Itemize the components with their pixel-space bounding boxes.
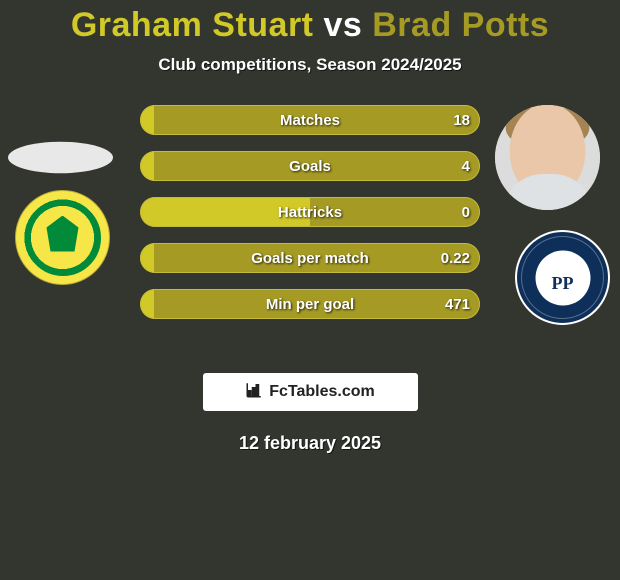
comparison-body: Matches18 Goals4 Hattricks0 Goals per match… bbox=[0, 105, 620, 355]
player2-photo bbox=[495, 105, 600, 210]
branding-text: FcTables.com bbox=[269, 383, 375, 401]
stat-bar-left bbox=[140, 105, 154, 135]
stat-value-right: 18 bbox=[453, 105, 470, 135]
stat-bar-left bbox=[140, 289, 154, 319]
stat-bar-left bbox=[140, 197, 310, 227]
stat-row: Hattricks0 bbox=[140, 197, 480, 227]
title-player1: Graham Stuart bbox=[71, 6, 314, 44]
stat-row: Matches18 bbox=[140, 105, 480, 135]
date: 12 february 2025 bbox=[0, 433, 620, 454]
stat-bar-left bbox=[140, 243, 154, 273]
stat-row: Min per goal471 bbox=[140, 289, 480, 319]
comparison-infographic: Graham Stuart vs Brad Potts Club competi… bbox=[0, 0, 620, 580]
title-player2: Brad Potts bbox=[372, 6, 549, 44]
stat-bar-right bbox=[154, 243, 480, 273]
stat-value-right: 4 bbox=[462, 151, 470, 181]
stat-value-right: 471 bbox=[445, 289, 470, 319]
stat-bar-right bbox=[154, 289, 480, 319]
stat-row: Goals4 bbox=[140, 151, 480, 181]
stat-bar-right bbox=[154, 105, 480, 135]
stat-bar-right bbox=[154, 151, 480, 181]
stat-bar-right bbox=[310, 197, 480, 227]
stat-bars: Matches18 Goals4 Hattricks0 Goals per match… bbox=[140, 105, 480, 335]
player2-club-crest bbox=[515, 230, 610, 325]
player2-avatar bbox=[495, 105, 600, 210]
chart-icon bbox=[245, 381, 263, 404]
stat-row: Goals per match0.22 bbox=[140, 243, 480, 273]
page-title: Graham Stuart vs Brad Potts bbox=[0, 0, 620, 45]
player1-club-crest bbox=[15, 190, 110, 285]
player1-avatar bbox=[8, 142, 113, 174]
branding: FcTables.com bbox=[203, 373, 418, 411]
stat-value-right: 0.22 bbox=[441, 243, 470, 273]
title-vs: vs bbox=[323, 6, 362, 44]
subtitle: Club competitions, Season 2024/2025 bbox=[0, 55, 620, 75]
stat-value-right: 0 bbox=[462, 197, 470, 227]
stat-bar-left bbox=[140, 151, 154, 181]
